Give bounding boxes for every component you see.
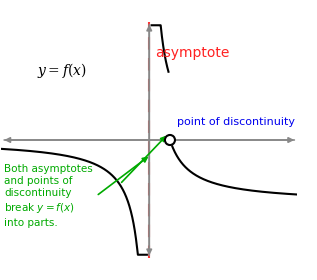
Text: Both asymptotes
and points of
discontinuity
break $y=f(x)$
into parts.: Both asymptotes and points of discontinu… [4,164,93,228]
Text: point of discontinuity: point of discontinuity [177,117,295,127]
Text: asymptote: asymptote [155,46,230,60]
Text: $y = f(x)$: $y = f(x)$ [37,61,87,80]
Circle shape [165,135,175,145]
